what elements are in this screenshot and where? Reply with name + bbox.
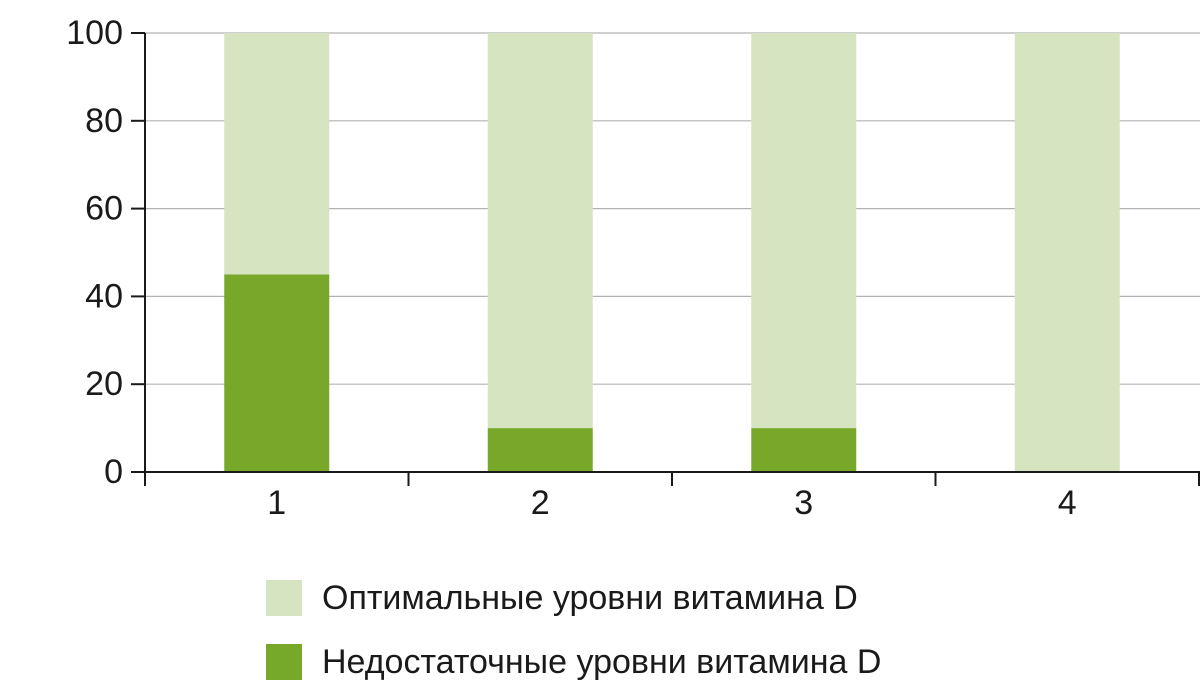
axes [131,32,1200,486]
x-tick-label: 3 [794,484,813,522]
bars [224,33,1120,472]
x-tick-label: 2 [531,484,550,522]
bar-segment-insufficient-2 [487,428,593,472]
bar-segment-insufficient-3 [751,428,857,472]
bar-segment-optimal-4 [1014,33,1120,472]
y-tick-label: 40 [85,277,123,315]
y-tick-label: 20 [85,365,123,403]
y-tick-label: 80 [85,102,123,140]
bar-segment-optimal-1 [224,33,330,275]
legend-swatch [266,644,302,680]
x-tick-label: 1 [267,484,286,522]
stacked-bar-chart: 0 20 40 60 80 100 1 2 3 4 [66,14,1200,522]
legend-label: Недостаточные уровни витамина D [322,642,882,681]
bar-segment-insufficient-1 [224,274,330,472]
tick-labels: 0 20 40 60 80 100 1 2 3 4 [66,14,1076,522]
legend: Оптимальные уровни витамина D Недостаточн… [266,566,881,694]
y-tick-label: 100 [66,14,123,52]
legend-item: Недостаточные уровни витамина D [266,630,881,694]
x-tick-label: 4 [1058,484,1077,522]
bar-segment-optimal-3 [751,33,857,429]
y-tick-label: 0 [104,453,123,491]
legend-item: Оптимальные уровни витамина D [266,566,881,630]
legend-swatch [266,580,302,616]
bar-segment-optimal-2 [487,33,593,429]
legend-label: Оптимальные уровни витамина D [322,578,858,617]
y-tick-label: 60 [85,190,123,228]
